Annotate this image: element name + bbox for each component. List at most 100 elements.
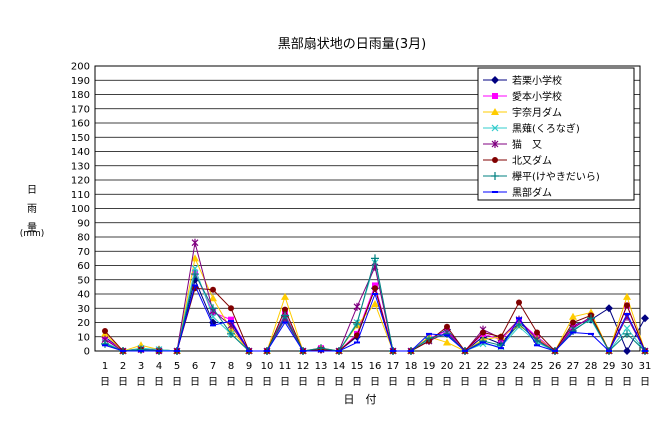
data-point [282,306,288,313]
legend-marker [491,76,499,84]
data-point [371,254,379,263]
data-point [336,350,342,352]
data-point [191,264,199,272]
x-tick-label: 13 [315,361,328,372]
data-point [443,338,451,346]
x-tick-unit-label: 日 [100,377,110,388]
data-point [444,334,450,337]
data-point [570,331,576,334]
data-point [479,337,487,346]
y-tick-label: 70 [77,247,90,258]
data-point [641,314,649,323]
data-point [156,350,162,352]
legend-entry: 北又ダム [483,154,552,167]
data-point [354,332,360,339]
legend-entry: 猫 又 [483,138,542,151]
y-axis-unit: (mm) [20,229,45,239]
data-point [623,329,631,338]
data-point [552,350,558,352]
x-tick-label: 12 [297,361,310,372]
y-tick-label: 110 [71,190,90,201]
x-tick-label: 9 [246,361,252,372]
data-point [282,321,288,324]
x-tick-label: 15 [351,361,364,372]
data-point [246,350,252,352]
legend-label: 猫 又 [512,138,542,151]
y-tick-label: 40 [77,290,90,301]
data-point [228,305,234,312]
y-tick-label: 50 [77,275,90,286]
x-axis-label: 日 付 [344,393,377,406]
x-tick-label: 3 [138,361,144,372]
data-point [354,341,360,344]
y-tick-label: 150 [71,133,90,144]
legend-marker [492,93,498,99]
legend-entry: 欅平(けやきだいら) [483,171,600,183]
data-point [353,319,361,328]
x-tick-unit-label: 日 [388,377,398,388]
data-point [515,319,523,328]
y-tick-label: 90 [77,218,90,229]
data-point [606,350,612,352]
x-tick-unit-label: 日 [136,377,146,388]
x-tick-label: 7 [210,361,216,372]
data-point [281,311,289,320]
x-tick-label: 4 [156,361,162,372]
data-point [498,347,504,350]
data-point [426,332,432,335]
x-tick-label: 26 [549,361,562,372]
x-tick-unit-label: 日 [406,377,416,388]
data-point [281,292,289,300]
series-8 [102,283,648,352]
legend-label: 黒薙(くろなぎ) [512,122,580,135]
legend-marker [491,140,499,148]
y-tick-label: 130 [71,161,90,172]
y-tick-label: 20 [77,318,90,329]
x-axis-tick-labels: 1日2日3日4日5日6日7日8日9日10日11日12日13日14日15日16日1… [100,361,651,388]
data-point [192,284,198,287]
data-series-group [101,238,649,355]
data-point [408,350,414,352]
x-tick-unit-label: 日 [478,377,488,388]
x-tick-label: 8 [228,361,234,372]
legend-marker [491,124,499,132]
x-tick-unit-label: 日 [424,377,434,388]
data-point [425,334,433,343]
data-point [209,313,217,321]
legend-box [477,67,635,201]
x-tick-label: 11 [279,361,292,372]
legend-label: 宇奈月ダム [512,106,562,119]
data-point [191,254,199,262]
data-point [623,324,631,332]
data-point [605,304,613,313]
y-axis-label-char: 量 [27,222,37,234]
y-tick-label: 140 [71,147,90,158]
data-point [390,350,396,352]
y-gridlines [95,79,640,338]
y-tick-label: 10 [77,332,90,343]
x-tick-unit-label: 日 [316,377,326,388]
data-point [318,350,324,352]
x-tick-unit-label: 日 [550,377,560,388]
data-point [264,350,270,352]
legend-entry: 若栗小学校 [483,74,562,87]
legend-label: 北又ダム [512,154,552,167]
data-point [624,302,630,309]
data-point [480,329,486,336]
x-tick-label: 29 [603,361,616,372]
data-point [462,350,468,352]
x-tick-label: 24 [513,361,526,372]
x-tick-unit-label: 日 [244,377,254,388]
x-tick-unit-label: 日 [568,377,578,388]
x-tick-label: 30 [621,361,634,372]
x-tick-label: 16 [369,361,382,372]
y-axis-label: 日雨量 [27,185,37,234]
data-point [480,341,486,344]
y-tick-label: 80 [77,233,90,244]
data-point [353,302,361,311]
y-tick-label: 30 [77,304,90,315]
data-point [623,347,631,355]
x-tick-unit-label: 日 [154,377,164,388]
data-point [371,299,379,307]
